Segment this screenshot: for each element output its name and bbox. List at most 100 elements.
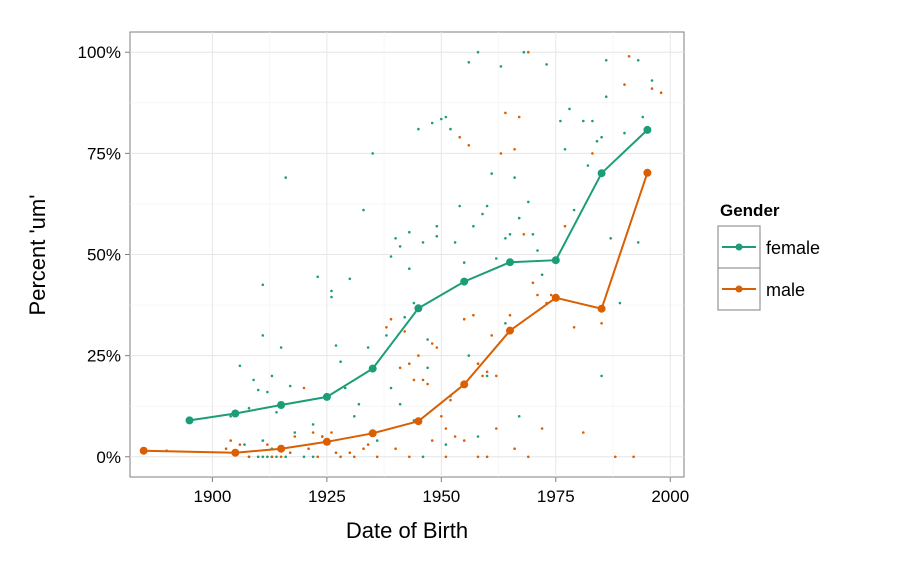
legend-key-female-point xyxy=(735,243,743,251)
legend-label-male: male xyxy=(766,280,805,300)
female-point xyxy=(270,374,274,378)
female-point xyxy=(435,224,439,228)
female-point xyxy=(311,455,315,459)
x-tick-label: 1975 xyxy=(537,487,575,506)
female-point xyxy=(440,117,443,121)
female-point xyxy=(266,455,269,459)
male-point xyxy=(330,431,333,434)
male-point xyxy=(440,415,443,418)
male-point xyxy=(334,451,338,455)
male-line-marker xyxy=(551,293,560,302)
female-point xyxy=(545,63,548,66)
male-line-marker xyxy=(414,417,423,426)
female-line-marker xyxy=(231,409,240,418)
female-point xyxy=(426,366,429,370)
x-axis: 1900 1925 1950 1975 2000 xyxy=(193,477,689,506)
male-point xyxy=(481,374,484,378)
male-point xyxy=(527,50,530,54)
y-tick-label: 25% xyxy=(87,347,121,366)
male-line-marker xyxy=(643,168,652,177)
male-point xyxy=(614,455,617,459)
male-line-marker xyxy=(368,429,377,438)
female-point xyxy=(366,346,370,349)
male-point xyxy=(385,326,388,329)
female-point xyxy=(462,261,466,264)
female-point xyxy=(572,208,576,212)
male-point xyxy=(476,455,480,459)
male-point xyxy=(623,83,626,86)
female-point xyxy=(421,241,425,244)
male-point xyxy=(224,447,228,451)
female-point xyxy=(256,455,260,459)
male-point xyxy=(508,313,512,317)
female-point xyxy=(389,386,393,390)
female-point xyxy=(522,50,526,54)
male-point xyxy=(591,152,594,155)
female-point xyxy=(600,135,603,139)
male-point xyxy=(430,342,434,345)
female-point xyxy=(330,295,333,299)
female-point xyxy=(229,415,232,418)
male-point xyxy=(389,317,393,321)
female-point xyxy=(618,301,622,305)
female-point xyxy=(375,439,379,442)
male-point xyxy=(582,431,585,434)
male-line-marker xyxy=(460,380,469,389)
male-point xyxy=(403,330,407,333)
legend-label-female: female xyxy=(766,238,820,258)
female-point xyxy=(343,386,347,390)
male-point xyxy=(398,366,402,370)
female-point xyxy=(499,65,503,68)
female-point xyxy=(563,148,567,151)
female-point xyxy=(435,235,439,238)
female-point xyxy=(261,334,265,337)
legend-key-male-point xyxy=(735,285,743,293)
male-point xyxy=(270,455,274,459)
female-point xyxy=(650,79,654,82)
male-point xyxy=(485,455,489,459)
female-point xyxy=(279,346,283,349)
female-line-marker xyxy=(643,125,652,134)
male-point xyxy=(375,455,379,459)
female-point xyxy=(453,241,457,244)
female-point xyxy=(476,435,480,438)
female-point xyxy=(467,61,471,64)
female-point xyxy=(311,423,315,426)
female-point xyxy=(604,59,608,62)
male-point xyxy=(311,431,315,434)
male-point xyxy=(408,455,411,459)
female-point xyxy=(504,322,507,325)
female-line-marker xyxy=(185,416,194,425)
female-point xyxy=(485,374,489,378)
female-point xyxy=(261,283,265,287)
female-line-marker xyxy=(368,364,377,373)
male-point xyxy=(316,455,320,459)
male-point xyxy=(266,443,269,446)
male-point xyxy=(417,354,420,357)
female-point xyxy=(353,415,356,418)
male-point xyxy=(485,370,489,374)
female-point xyxy=(362,208,365,212)
female-point xyxy=(449,127,452,131)
male-point xyxy=(632,455,635,459)
female-point xyxy=(444,115,448,119)
male-point xyxy=(339,455,342,459)
female-point xyxy=(527,200,530,204)
male-point xyxy=(366,443,370,446)
female-point xyxy=(412,301,416,305)
male-line-marker xyxy=(139,446,148,455)
male-point xyxy=(490,334,494,337)
male-point xyxy=(600,322,603,325)
male-point xyxy=(229,439,232,442)
male-point xyxy=(504,111,507,115)
female-point xyxy=(371,152,375,155)
female-point xyxy=(517,216,521,220)
female-point xyxy=(408,267,411,271)
x-tick-label: 1950 xyxy=(422,487,460,506)
male-point xyxy=(522,233,526,236)
male-point xyxy=(536,293,539,297)
female-point xyxy=(334,344,338,347)
female-point xyxy=(417,127,420,131)
